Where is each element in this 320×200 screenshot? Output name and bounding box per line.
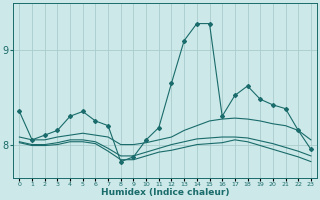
X-axis label: Humidex (Indice chaleur): Humidex (Indice chaleur) <box>101 188 229 197</box>
